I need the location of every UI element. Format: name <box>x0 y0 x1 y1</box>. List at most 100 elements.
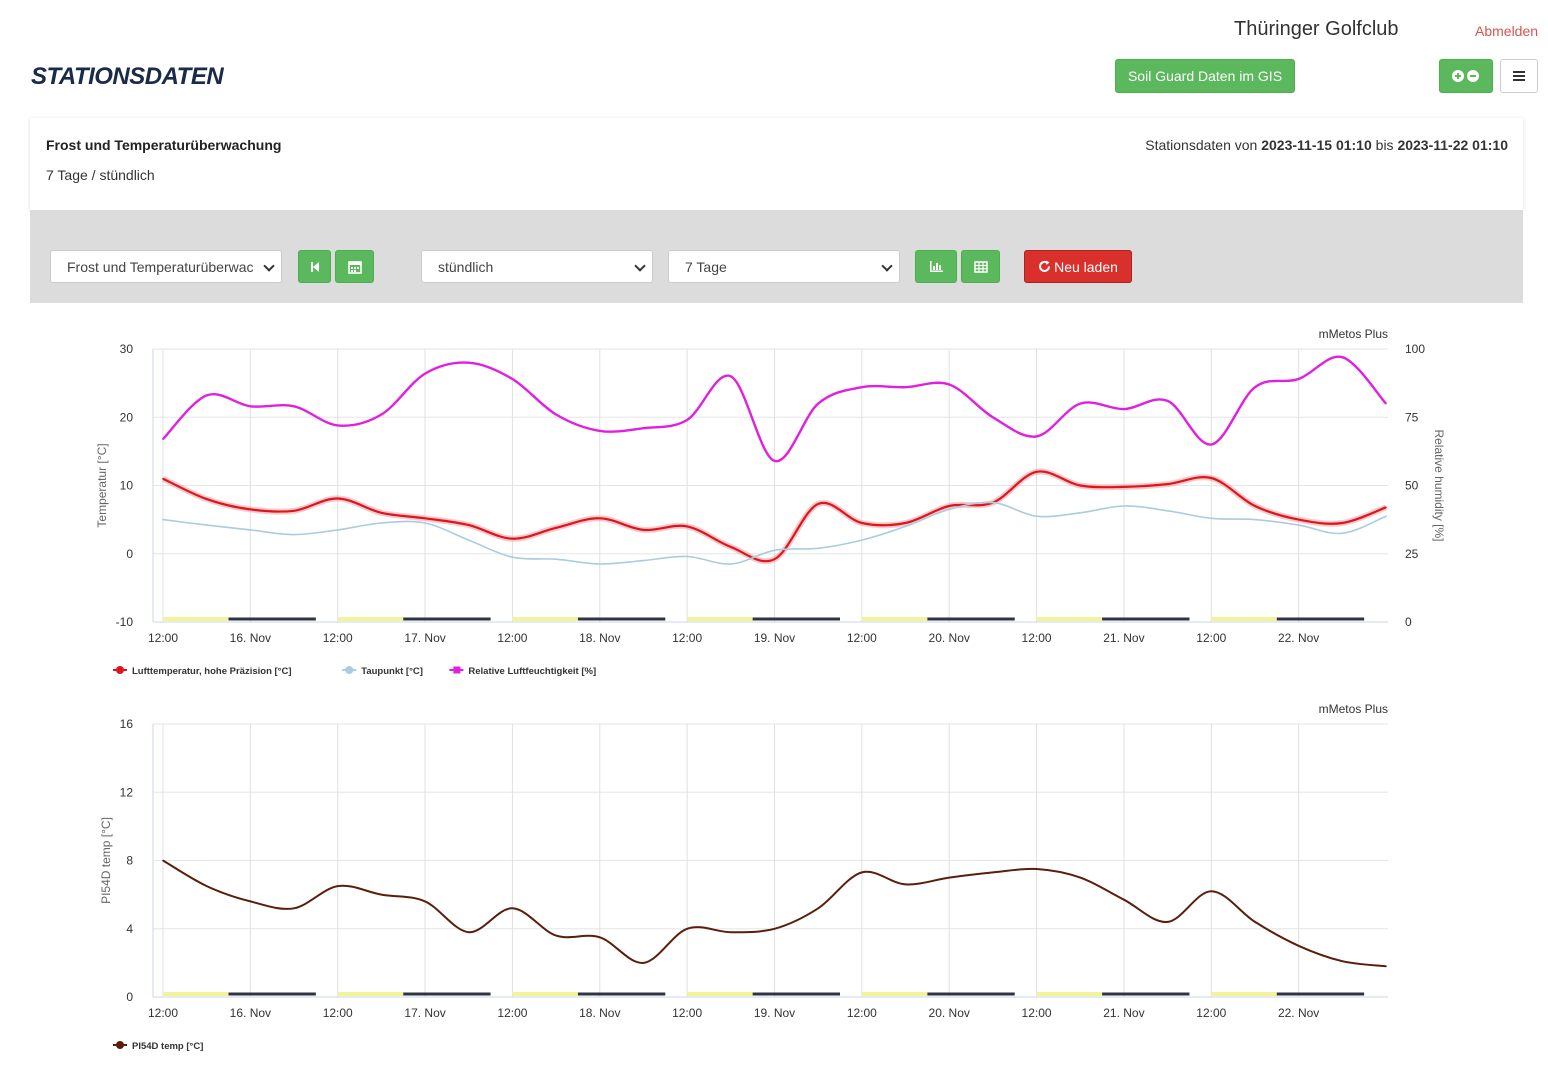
data-point <box>1385 965 1387 968</box>
y-tick-label: 30 <box>120 342 134 356</box>
data-point <box>992 416 994 419</box>
legend-marker <box>453 666 461 674</box>
data-point <box>467 524 470 526</box>
info-panel: Frost und Temperaturüberwachung 7 Tage /… <box>30 118 1523 210</box>
data-point <box>1210 517 1213 520</box>
data-point <box>773 460 776 462</box>
x-tick-label: 22. Nov <box>1278 1006 1319 1020</box>
period-select-value: 7 Tage <box>685 258 727 275</box>
x-tick-label: 16. Nov <box>230 631 271 645</box>
data-point <box>861 871 863 874</box>
data-point <box>1123 486 1125 488</box>
y-tick-label: 0 <box>126 990 133 1004</box>
table-view-button[interactable] <box>961 250 1000 283</box>
reload-button[interactable]: Neu laden <box>1024 250 1132 283</box>
period-select[interactable]: 7 Tage <box>668 250 900 283</box>
gis-button[interactable]: Soil Guard Daten im GIS <box>1115 59 1295 93</box>
x-tick-label: 12:00 <box>497 631 527 645</box>
calendar-button[interactable] <box>335 250 374 283</box>
data-point <box>730 563 732 565</box>
interval-select[interactable]: stündlich <box>421 250 653 283</box>
bar-chart-icon <box>929 261 943 272</box>
data-point <box>380 522 383 524</box>
data-point <box>162 518 164 521</box>
y-axis-title: PI54D temp [°C] <box>99 817 113 904</box>
data-point <box>1210 477 1213 479</box>
data-point <box>555 527 557 529</box>
data-point <box>861 386 863 389</box>
legend-marker <box>345 666 354 674</box>
data-point <box>948 383 951 386</box>
y-right-axis-title: Relative humidity [%] <box>1432 429 1446 541</box>
logout-link[interactable]: Abmelden <box>1475 23 1539 39</box>
data-point <box>642 427 645 429</box>
data-point <box>861 522 863 524</box>
data-point <box>817 402 819 405</box>
legend-label: Taupunkt [°C] <box>361 666 423 677</box>
data-point <box>1254 386 1256 389</box>
x-tick-label: 12:00 <box>497 1006 527 1020</box>
legend-label: Relative Luftfeuchtigkeit [%] <box>468 666 596 677</box>
panel-subtitle: 7 Tage / stündlich <box>46 167 155 183</box>
y-tick-label: 16 <box>120 717 134 731</box>
data-point <box>205 885 208 887</box>
range-from: 2023-11-15 01:10 <box>1261 137 1372 153</box>
data-point <box>424 372 426 375</box>
y-tick-label: 0 <box>126 547 133 561</box>
data-point <box>904 525 907 528</box>
data-point <box>1123 898 1125 901</box>
data-point <box>904 883 907 886</box>
range-prefix: Stationsdaten von <box>1145 137 1258 153</box>
gis-button-label: Soil Guard Daten im GIS <box>1127 68 1283 84</box>
data-point <box>1035 471 1038 473</box>
table-icon <box>973 260 988 273</box>
chart-view-button[interactable] <box>915 250 957 283</box>
data-point <box>642 529 645 531</box>
data-point <box>1035 868 1038 870</box>
data-point <box>1341 532 1344 535</box>
data-point <box>424 522 426 524</box>
interval-select-value: stündlich <box>438 258 494 275</box>
data-point <box>817 907 819 910</box>
data-point <box>992 501 994 504</box>
data-point <box>467 931 470 933</box>
data-point <box>817 503 819 505</box>
data-point <box>598 563 601 565</box>
data-point <box>1035 435 1038 438</box>
data-point <box>1385 506 1387 509</box>
view-select[interactable]: Frost und Temperaturüberwac <box>50 250 282 283</box>
data-point <box>467 361 470 364</box>
x-tick-label: 12:00 <box>672 1006 702 1020</box>
data-point <box>1385 515 1387 518</box>
soil-temperature-chart: mMetos Plus 16 12 8 4 0 12:00 16. Nov 12:00 17. N… <box>99 702 1388 1052</box>
data-point <box>773 558 776 561</box>
x-tick-label: 12:00 <box>323 631 353 645</box>
menu-button[interactable] <box>1500 59 1538 93</box>
data-point <box>467 539 470 541</box>
data-point <box>205 498 208 500</box>
date-range: Stationsdaten von 2023-11-15 01:10 bis 2… <box>1145 137 1508 153</box>
legend-marker <box>116 666 124 674</box>
data-point <box>511 378 514 380</box>
y-right-tick-label: 75 <box>1405 410 1419 424</box>
data-point <box>205 394 208 397</box>
x-tick-label: 20. Nov <box>929 631 970 645</box>
data-point <box>511 556 514 558</box>
data-point <box>162 438 164 440</box>
data-point <box>555 934 557 937</box>
chart-credit: mMetos Plus <box>1319 327 1388 341</box>
zoom-toggle-button[interactable] <box>1439 59 1493 93</box>
data-point <box>1166 509 1169 512</box>
data-point <box>511 907 514 910</box>
x-tick-label: 19. Nov <box>754 1006 795 1020</box>
calendar-icon <box>347 260 362 274</box>
first-button[interactable] <box>298 250 331 283</box>
panel-title: Frost und Temperaturüberwachung <box>46 137 282 153</box>
data-point <box>1166 921 1169 923</box>
data-point <box>380 512 383 514</box>
data-point <box>1079 484 1082 487</box>
data-point <box>293 907 295 910</box>
data-point <box>1210 443 1213 446</box>
data-point <box>293 509 295 512</box>
legend-label: PI54D temp [°C] <box>132 1041 203 1052</box>
